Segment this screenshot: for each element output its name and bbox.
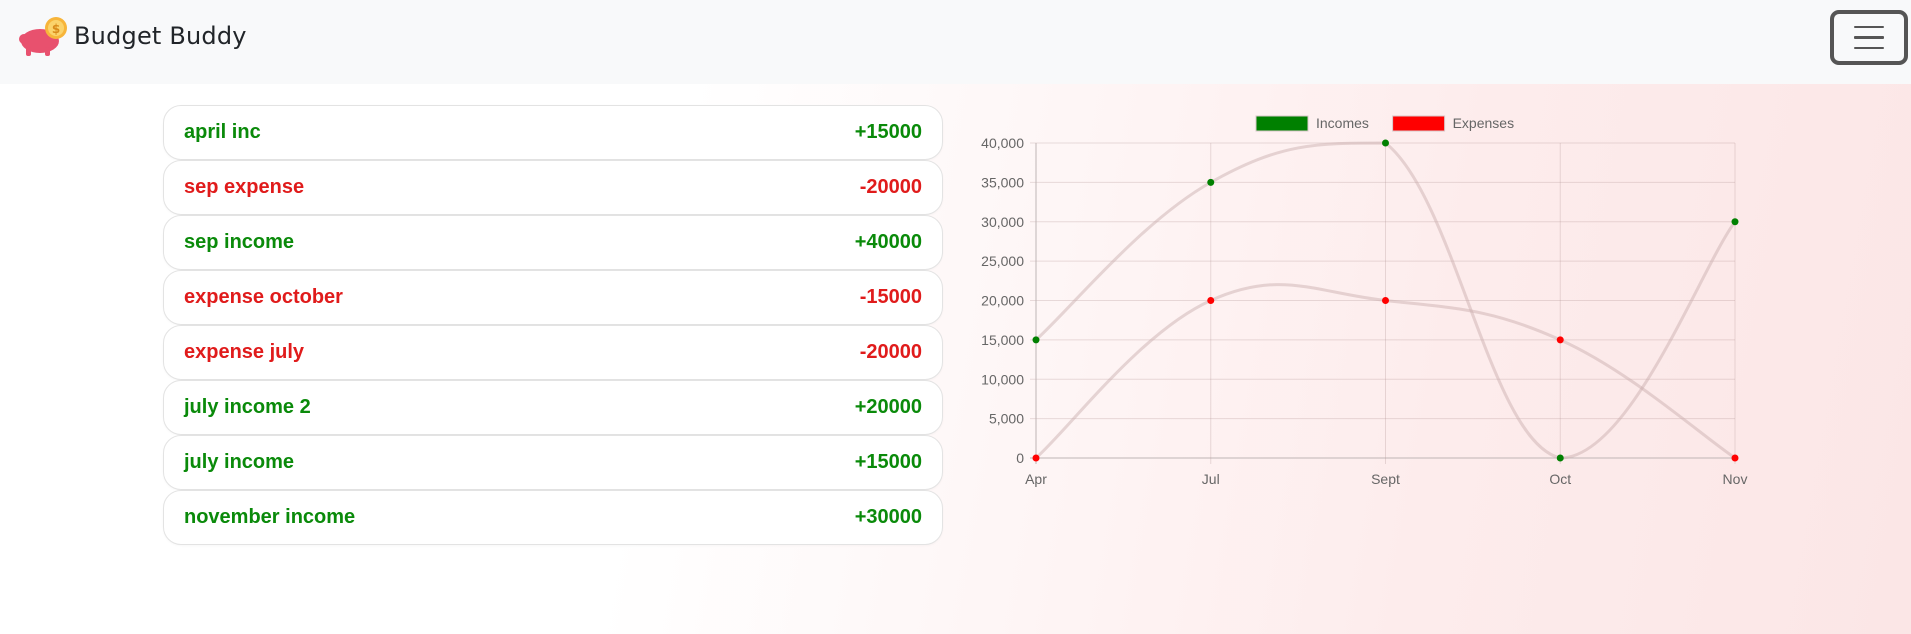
- transaction-amount: -15000: [859, 286, 922, 308]
- transaction-amount: +15000: [854, 121, 922, 143]
- y-tick-label: 30,000: [981, 214, 1024, 230]
- transaction-item[interactable]: expense october -15000: [163, 270, 943, 325]
- legend-label: Incomes: [1316, 115, 1369, 131]
- y-tick-label: 5,000: [989, 411, 1024, 427]
- transaction-item[interactable]: november income +30000: [163, 490, 943, 545]
- series-line-incomes: [1034, 141, 1737, 460]
- transaction-item[interactable]: july income 2 +20000: [163, 380, 943, 435]
- data-point-expenses: [1556, 336, 1564, 344]
- line-chart: 0 5,000 10,000 15,000 20,000 25,000 30,000 35,0…: [981, 115, 1748, 487]
- brand-name: Budget Buddy: [74, 22, 247, 50]
- transaction-item[interactable]: expense july -20000: [163, 325, 943, 380]
- transaction-name: april inc: [184, 121, 261, 143]
- y-tick-label: 0: [1016, 450, 1024, 466]
- transaction-amount: -20000: [859, 176, 922, 198]
- transaction-name: sep expense: [184, 176, 305, 198]
- navbar: $ Budget Buddy: [0, 0, 1911, 84]
- transaction-amount: +30000: [854, 506, 922, 528]
- piggy-bank-coin-icon: $: [19, 17, 67, 56]
- menu-bar: [1854, 46, 1884, 50]
- data-point-expenses: [1032, 454, 1040, 462]
- x-tick-label: Oct: [1549, 471, 1571, 487]
- y-tick-label: 40,000: [981, 135, 1024, 151]
- transaction-item[interactable]: april inc +15000: [163, 105, 943, 160]
- data-point-incomes: [1382, 139, 1389, 147]
- data-point-expenses: [1382, 297, 1389, 304]
- data-point-expenses: [1731, 454, 1739, 462]
- income-expense-chart: 0 5,000 10,000 15,000 20,000 25,000 30,000 35,0…: [960, 105, 1750, 505]
- transaction-item[interactable]: sep expense -20000: [163, 160, 943, 215]
- data-point-incomes: [1032, 336, 1040, 344]
- data-point-incomes: [1731, 218, 1739, 226]
- x-tick-label: Jul: [1202, 471, 1220, 487]
- transaction-amount: +20000: [854, 396, 922, 418]
- hamburger-menu-icon[interactable]: [1830, 10, 1908, 65]
- x-tick-label: Sept: [1371, 471, 1400, 487]
- data-point-expenses: [1207, 297, 1215, 304]
- transaction-item[interactable]: july income +15000: [163, 435, 943, 490]
- transaction-name: july income: [184, 451, 295, 473]
- svg-text:$: $: [52, 22, 60, 36]
- transaction-amount: +15000: [854, 451, 922, 473]
- transaction-list: april inc +15000 sep expense -20000 sep …: [163, 105, 943, 545]
- y-tick-label: 35,000: [981, 174, 1024, 190]
- menu-bar: [1854, 25, 1884, 29]
- brand[interactable]: $ Budget Buddy: [16, 14, 247, 58]
- transaction-name: expense july: [184, 341, 305, 363]
- transaction-name: sep income: [184, 231, 295, 253]
- legend-swatch: [1255, 115, 1309, 132]
- legend-swatch: [1392, 115, 1446, 132]
- menu-bar: [1854, 36, 1884, 39]
- data-point-incomes: [1207, 178, 1215, 186]
- x-tick-label: Apr: [1025, 471, 1047, 487]
- transaction-name: november income: [184, 506, 356, 528]
- transaction-item[interactable]: sep income +40000: [163, 215, 943, 270]
- transaction-amount: -20000: [859, 341, 922, 363]
- transaction-name: expense october: [184, 286, 343, 308]
- transaction-amount: +40000: [854, 231, 922, 253]
- y-tick-label: 25,000: [981, 253, 1024, 269]
- data-point-incomes: [1556, 454, 1564, 462]
- y-tick-label: 15,000: [981, 332, 1024, 348]
- y-tick-label: 10,000: [981, 371, 1024, 387]
- transaction-name: july income 2: [184, 396, 311, 418]
- y-tick-label: 20,000: [981, 293, 1024, 309]
- legend-label: Expenses: [1453, 115, 1514, 131]
- x-tick-label: Nov: [1723, 471, 1748, 487]
